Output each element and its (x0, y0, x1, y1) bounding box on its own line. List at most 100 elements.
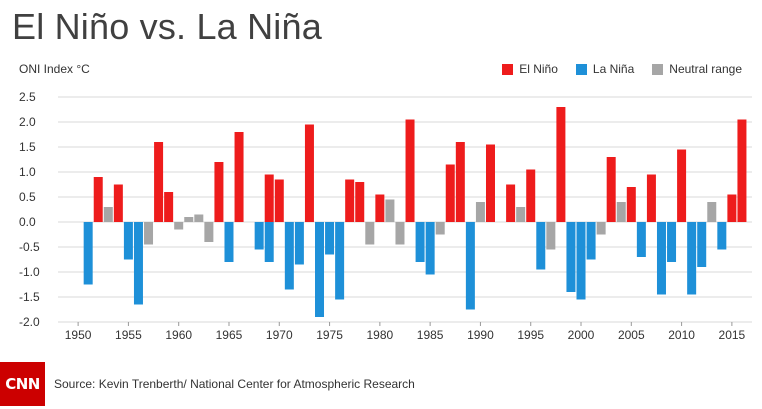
bar-el-ni-o (727, 194, 737, 222)
footer: CNN Source: Kevin Trenberth/ National Ce… (0, 360, 762, 409)
bar-la-ni-a (123, 222, 133, 260)
bar-la-ni-a (335, 222, 345, 300)
bar-el-ni-o (405, 119, 415, 222)
x-tick-label: 1995 (517, 328, 544, 342)
bar-el-ni-o (556, 107, 566, 222)
bar-neutral-range (385, 199, 395, 222)
y-axis-label: ONI Index °C (19, 62, 90, 76)
bar-la-ni-a (586, 222, 596, 260)
bar-la-ni-a (636, 222, 646, 257)
bars (83, 107, 747, 317)
y-tick-label: 0.0 (19, 215, 36, 229)
bar-el-ni-o (375, 194, 385, 222)
y-tick-label: 0.5 (19, 190, 36, 204)
bar-la-ni-a (576, 222, 586, 300)
x-tick-label: 1975 (316, 328, 343, 342)
bar-neutral-range (365, 222, 375, 245)
bar-la-ni-a (315, 222, 325, 317)
bar-neutral-range (184, 217, 194, 222)
bar-el-ni-o (677, 149, 687, 222)
x-tick-label: 1950 (65, 328, 92, 342)
bar-neutral-range (174, 222, 184, 230)
bar-la-ni-a (415, 222, 425, 262)
bar-el-ni-o (455, 142, 465, 222)
y-tick-label: 2.0 (19, 115, 36, 129)
x-tick-label: 2000 (568, 328, 595, 342)
y-tick-label: 2.5 (19, 90, 36, 104)
bar-el-ni-o (737, 119, 747, 222)
legend-label-la-nina: La Niña (592, 62, 635, 76)
bar-la-ni-a (83, 222, 93, 285)
bar-la-ni-a (425, 222, 435, 275)
x-tick-label: 1980 (367, 328, 394, 342)
bar-la-ni-a (325, 222, 335, 255)
bar-neutral-range (596, 222, 606, 235)
legend-label-neutral: Neutral range (669, 62, 742, 76)
bar-el-ni-o (214, 162, 224, 222)
bar-el-ni-o (445, 164, 455, 222)
bar-el-ni-o (304, 124, 314, 222)
bar-el-ni-o (113, 184, 123, 222)
bar-neutral-range (475, 202, 485, 222)
legend-item-neutral: Neutral range (652, 62, 742, 76)
y-tick-label: -2.0 (19, 315, 40, 329)
bar-la-ni-a (536, 222, 546, 270)
x-tick-label: 1970 (266, 328, 293, 342)
bar-el-ni-o (264, 174, 274, 222)
bar-la-ni-a (264, 222, 274, 262)
cnn-logo: CNN (0, 362, 45, 406)
y-tick-label: 1.0 (19, 165, 36, 179)
bar-la-ni-a (294, 222, 304, 265)
bar-neutral-range (516, 207, 526, 222)
bar-la-ni-a (687, 222, 697, 295)
bar-neutral-range (435, 222, 445, 235)
bar-el-ni-o (526, 169, 536, 222)
bar-la-ni-a (667, 222, 677, 262)
x-tick-label: 2015 (719, 328, 746, 342)
bar-el-ni-o (274, 179, 284, 222)
bar-el-ni-o (345, 179, 355, 222)
legend-item-el-nino: El Niño (502, 62, 558, 76)
bar-neutral-range (707, 202, 717, 222)
x-tick-label: 1965 (216, 328, 243, 342)
y-tick-label: -1.0 (19, 265, 40, 279)
bar-la-ni-a (254, 222, 264, 250)
bar-la-ni-a (284, 222, 294, 290)
legend-swatch-la-nina (575, 63, 587, 75)
bar-neutral-range (395, 222, 405, 245)
bar-neutral-range (616, 202, 626, 222)
oni-bar-chart: 2.52.01.51.00.50.0-0.5-1.0-1.5-2.0 1950 1… (19, 90, 752, 342)
legend-item-la-nina: La Niña (575, 62, 635, 76)
y-tick-label: -1.5 (19, 290, 40, 304)
bar-el-ni-o (626, 187, 636, 222)
y-tick-label: -0.5 (19, 240, 40, 254)
x-tick-label: 1955 (115, 328, 142, 342)
chart-title: El Niño vs. La Niña (12, 6, 322, 47)
bar-neutral-range (144, 222, 154, 245)
legend-swatch-neutral (652, 63, 664, 75)
bar-la-ni-a (717, 222, 727, 250)
bar-neutral-range (103, 207, 113, 222)
bar-el-ni-o (506, 184, 516, 222)
bar-la-ni-a (224, 222, 234, 262)
legend: El Niño La Niña Neutral range (502, 62, 742, 76)
bar-la-ni-a (697, 222, 707, 267)
bar-la-ni-a (566, 222, 576, 292)
bar-la-ni-a (656, 222, 666, 295)
bar-neutral-range (546, 222, 556, 250)
bar-el-ni-o (355, 182, 365, 222)
bar-el-ni-o (485, 144, 495, 222)
x-tick-label: 2005 (618, 328, 645, 342)
legend-label-el-nino: El Niño (519, 62, 558, 76)
bar-el-ni-o (606, 157, 616, 222)
x-tick-label: 2010 (668, 328, 695, 342)
bar-el-ni-o (164, 192, 174, 222)
bar-el-ni-o (154, 142, 164, 222)
y-tick-labels: 2.5 2.0 1.5 1.0 0.5 0.0 -0.5 -1.0 -1.5 -2.0 (19, 90, 40, 329)
bar-neutral-range (204, 222, 214, 242)
x-tick-labels: 1950 1955 1960 1965 1970 1975 1980 1985 1990 1995… (65, 322, 746, 342)
bar-la-ni-a (133, 222, 143, 305)
source-credit: Source: Kevin Trenberth/ National Center… (54, 377, 415, 391)
bar-el-ni-o (93, 177, 103, 222)
bar-el-ni-o (646, 174, 656, 222)
